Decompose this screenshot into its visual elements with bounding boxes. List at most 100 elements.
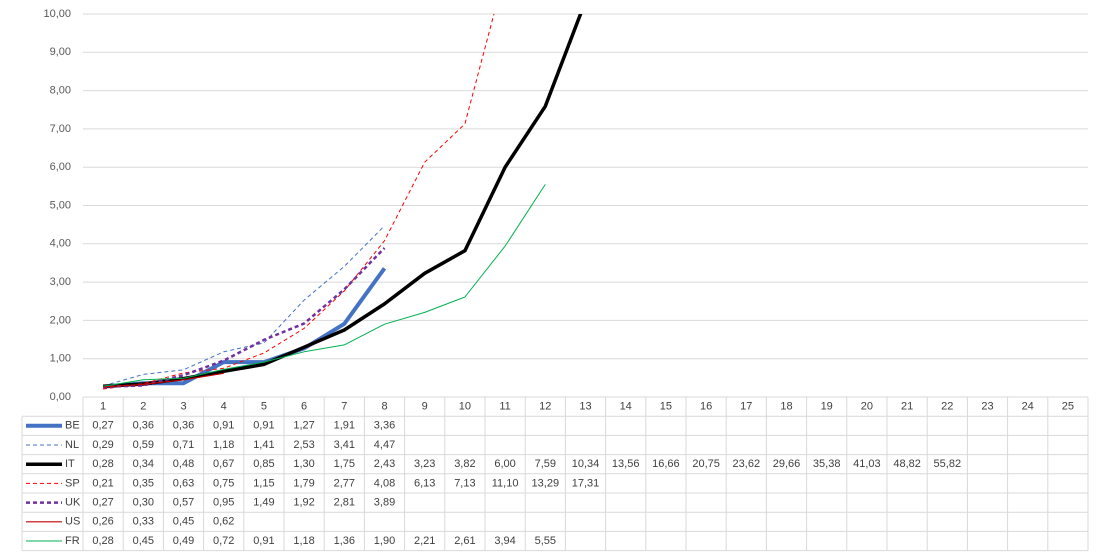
series-line [102, 225, 385, 387]
table-value: 11,10 [492, 477, 519, 489]
table-value: 0,30 [133, 497, 154, 509]
table-value: 0,27 [92, 420, 113, 432]
y-tick-label: 7,00 [50, 123, 71, 135]
table-value: 3,41 [334, 439, 355, 451]
table-value: 20,75 [692, 458, 720, 470]
x-tick-label: 21 [901, 401, 913, 413]
x-tick-label: 22 [941, 401, 953, 413]
table-value: 1,90 [374, 535, 395, 547]
x-tick-label: 19 [821, 401, 833, 413]
table-value: 0,28 [92, 458, 113, 470]
x-tick-label: 13 [579, 401, 591, 413]
x-tick-label: 24 [1022, 401, 1034, 413]
table-value: 5,55 [535, 535, 556, 547]
x-tick-label: 6 [301, 401, 307, 413]
table-value: 2,77 [334, 477, 355, 489]
table-value: 1,49 [253, 497, 274, 509]
x-tick-label: 11 [499, 401, 510, 413]
legend-label: SP [65, 477, 80, 489]
table-value: 0,62 [213, 516, 234, 528]
table-value: 0,63 [173, 477, 194, 489]
x-tick-label: 2 [140, 401, 146, 413]
table-value: 1,91 [334, 420, 355, 432]
table-value: 0,91 [253, 420, 274, 432]
series-line [103, 184, 546, 387]
table-value: 2,81 [334, 497, 355, 509]
table-value: 0,85 [253, 458, 274, 470]
x-tick-label: 3 [180, 401, 186, 413]
x-tick-label: 18 [780, 401, 792, 413]
table-value: 6,13 [414, 477, 435, 489]
x-tick-label: 4 [221, 401, 227, 413]
x-tick-label: 15 [660, 401, 672, 413]
table-value: 0,59 [133, 439, 154, 451]
table-value: 13,56 [612, 458, 640, 470]
table-value: 0,35 [133, 477, 154, 489]
table-value: 0,21 [92, 477, 113, 489]
table-value: 1,18 [293, 535, 314, 547]
table-value: 3,94 [494, 535, 515, 547]
table-value: 0,28 [92, 535, 113, 547]
plot-area [102, 14, 583, 390]
table-value: 0,75 [213, 477, 234, 489]
legend-label: US [65, 516, 80, 528]
table-value: 0,72 [213, 535, 234, 547]
table-value: 1,75 [334, 458, 355, 470]
table-value: 2,43 [374, 458, 395, 470]
series-line [103, 14, 495, 390]
table-value: 16,66 [652, 458, 680, 470]
y-tick-label: 6,00 [50, 161, 71, 173]
x-tick-label: 20 [861, 401, 873, 413]
table-value: 55,82 [934, 458, 962, 470]
table-value: 0,95 [213, 497, 234, 509]
table-value: 3,23 [414, 458, 435, 470]
x-tick-label: 17 [740, 401, 752, 413]
table-value: 0,29 [92, 439, 113, 451]
table-value: 41,03 [853, 458, 881, 470]
x-tick-label: 12 [539, 401, 551, 413]
y-tick-label: 2,00 [50, 314, 71, 326]
table-value: 0,36 [133, 420, 154, 432]
table-value: 0,57 [173, 497, 194, 509]
table-value: 1,92 [293, 497, 314, 509]
table-value: 35,38 [813, 458, 841, 470]
table-value: 1,41 [253, 439, 274, 451]
table-value: 23,62 [733, 458, 761, 470]
table-value: 0,33 [133, 516, 154, 528]
x-tick-label: 1 [100, 401, 106, 413]
y-tick-label: 8,00 [50, 85, 71, 97]
table-value: 0,71 [173, 439, 194, 451]
y-tick-label: 3,00 [50, 276, 71, 288]
table-value: 3,36 [374, 420, 395, 432]
table-value: 1,30 [293, 458, 314, 470]
table-value: 48,82 [893, 458, 921, 470]
table-value: 2,21 [414, 535, 435, 547]
x-tick-label: 14 [620, 401, 632, 413]
legend-label: NL [65, 439, 79, 451]
legend-label: UK [65, 497, 81, 509]
x-tick-label: 10 [459, 401, 471, 413]
table-value: 0,48 [173, 458, 194, 470]
table-value: 29,66 [773, 458, 801, 470]
y-tick-label: 0,00 [50, 391, 71, 403]
table-value: 0,91 [253, 535, 274, 547]
table-value: 1,15 [253, 477, 274, 489]
table-value: 1,18 [213, 439, 234, 451]
table-value: 0,91 [213, 420, 234, 432]
series-line [103, 247, 386, 388]
table-value: 1,79 [293, 477, 314, 489]
x-tick-label: 23 [981, 401, 993, 413]
table-value: 17,31 [572, 477, 600, 489]
table-value: 0,45 [173, 516, 194, 528]
legend-label: BE [65, 420, 80, 432]
table-value: 0,49 [173, 535, 194, 547]
table-value: 4,47 [374, 439, 395, 451]
table-value: 0,26 [92, 516, 113, 528]
table-value: 2,61 [454, 535, 475, 547]
table-value: 1,27 [293, 420, 314, 432]
table-value: 3,82 [454, 458, 475, 470]
table-value: 0,36 [173, 420, 194, 432]
x-tick-label: 7 [341, 401, 347, 413]
y-tick-label: 1,00 [50, 353, 71, 365]
